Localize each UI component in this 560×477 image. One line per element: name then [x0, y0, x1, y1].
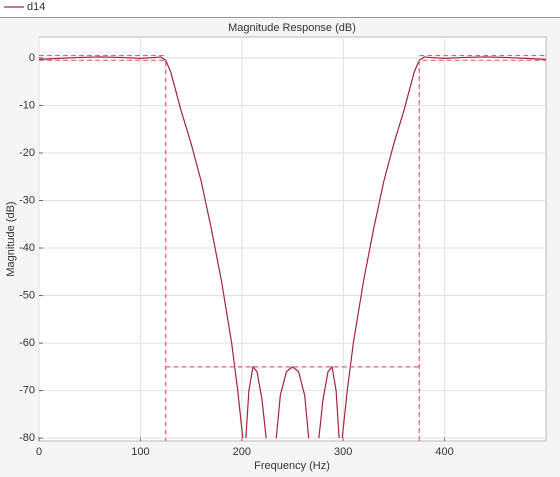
y-tick-label: -10: [19, 99, 35, 111]
y-tick-label: -80: [19, 432, 35, 444]
y-tick-label: -70: [19, 385, 35, 397]
legend-label: d14: [27, 1, 45, 13]
legend-bar: [0, 0, 560, 17]
series-line: [38, 56, 547, 439]
x-axis-label: Frequency (Hz): [254, 460, 330, 472]
x-tick-label: 0: [36, 446, 42, 458]
x-tick-label: 200: [233, 446, 251, 458]
y-tick-label: -20: [19, 147, 35, 159]
y-tick-label: -60: [19, 337, 35, 349]
chart-title: Magnitude Response (dB): [228, 22, 356, 34]
y-tick-label: -30: [19, 194, 35, 206]
y-tick-label: -50: [19, 289, 35, 301]
x-tick-label: 100: [131, 446, 149, 458]
y-tick-label: -40: [19, 242, 35, 254]
y-tick-label: 0: [29, 52, 35, 64]
x-tick-label: 300: [334, 446, 352, 458]
plot-area: [38, 36, 547, 442]
y-axis-label: Magnitude (dB): [5, 201, 17, 276]
x-tick-label: 400: [435, 446, 453, 458]
